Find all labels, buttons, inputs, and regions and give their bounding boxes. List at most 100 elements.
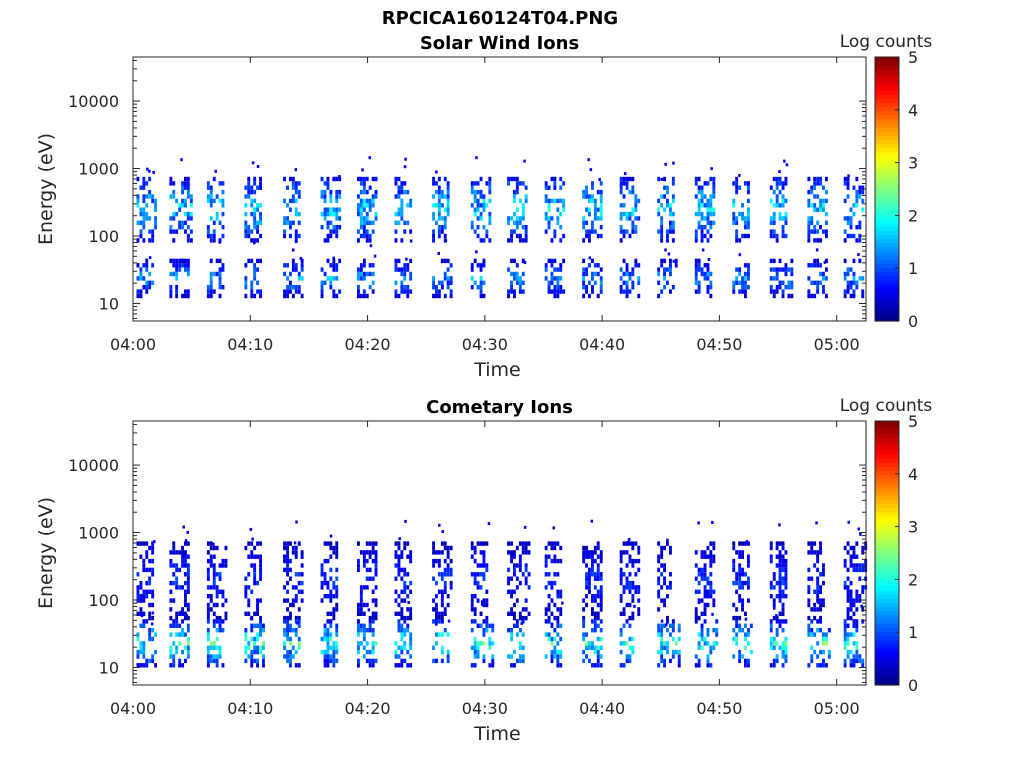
heatmap-cell xyxy=(857,253,860,257)
heatmap-cell xyxy=(744,181,747,186)
heatmap-cell xyxy=(628,216,632,221)
heatmap-cell xyxy=(440,594,444,599)
heatmap-cell xyxy=(403,276,407,281)
heatmap-cell xyxy=(443,580,447,586)
heatmap-cell xyxy=(186,645,190,650)
heatmap-cell xyxy=(775,632,779,637)
heatmap-cell xyxy=(671,628,675,633)
heatmap-cell xyxy=(660,263,664,268)
heatmap-cell xyxy=(247,225,251,230)
heatmap-cell xyxy=(253,267,257,272)
colorbar-step xyxy=(875,586,899,591)
heatmap-cell xyxy=(446,550,450,555)
heatmap-cell xyxy=(172,580,176,586)
heatmap-cell xyxy=(406,267,410,272)
heatmap-cell xyxy=(335,576,339,581)
heatmap-cell xyxy=(559,654,563,659)
heatmap-cell xyxy=(145,663,149,668)
heatmap-cell xyxy=(479,176,483,182)
heatmap-cell xyxy=(667,252,671,256)
heatmap-cell xyxy=(781,289,785,294)
heatmap-cell xyxy=(855,654,859,659)
heatmap-cell xyxy=(283,554,286,559)
heatmap-cell xyxy=(253,271,257,277)
heatmap-cell xyxy=(437,632,441,637)
heatmap-cell xyxy=(294,554,298,559)
heatmap-cell xyxy=(816,181,820,186)
heatmap-cell xyxy=(215,572,219,577)
heatmap-cell xyxy=(151,229,155,234)
heatmap-cell xyxy=(709,554,713,559)
colorbar-step xyxy=(875,639,899,645)
heatmap-cell xyxy=(184,615,187,621)
heatmap-cell xyxy=(476,654,480,659)
heatmap-cell xyxy=(432,658,435,664)
heatmap-cell xyxy=(432,280,435,285)
heatmap-cell xyxy=(585,550,588,555)
heatmap-cell xyxy=(518,558,522,564)
heatmap-cell xyxy=(822,663,825,668)
heatmap-cell xyxy=(437,251,440,255)
heatmap-cell xyxy=(807,576,811,581)
heatmap-cell xyxy=(253,641,257,646)
heatmap-cell xyxy=(253,220,257,225)
heatmap-cell xyxy=(703,594,707,599)
heatmap-cell xyxy=(357,541,360,546)
heatmap-cell xyxy=(175,198,179,204)
heatmap-cell xyxy=(732,203,736,208)
heatmap-cell xyxy=(556,654,560,659)
heatmap-cell xyxy=(184,645,187,650)
heatmap-cell xyxy=(524,607,528,612)
heatmap-cell xyxy=(362,258,366,264)
heatmap-cell xyxy=(619,594,623,599)
heatmap-cell xyxy=(440,611,444,616)
heatmap-cell xyxy=(694,550,698,555)
heatmap-cell xyxy=(329,611,333,616)
heatmap-cell xyxy=(184,293,187,299)
heatmap-cell xyxy=(368,198,372,204)
heatmap-cell xyxy=(145,550,149,555)
heatmap-cell xyxy=(657,207,661,212)
heatmap-cell xyxy=(482,598,486,603)
heatmap-cell xyxy=(359,271,363,277)
colorbar-step xyxy=(875,557,899,562)
heatmap-cell xyxy=(449,558,453,564)
heatmap-cell xyxy=(585,572,588,577)
heatmap-cell xyxy=(259,567,262,573)
heatmap-cell xyxy=(184,198,187,204)
heatmap-cell xyxy=(706,267,710,272)
heatmap-cell xyxy=(206,607,210,612)
heatmap-cell xyxy=(769,585,773,590)
heatmap-cell xyxy=(449,293,453,299)
heatmap-cell xyxy=(206,293,210,299)
heatmap-cell xyxy=(209,285,213,290)
heatmap-cell xyxy=(559,185,563,190)
colorbar-step xyxy=(875,85,899,91)
heatmap-cell xyxy=(479,280,483,285)
heatmap-cell xyxy=(582,271,586,277)
heatmap-cell xyxy=(409,663,413,668)
heatmap-cell xyxy=(550,598,554,603)
heatmap-cell xyxy=(146,167,149,171)
heatmap-cell xyxy=(747,211,750,217)
heatmap-cell xyxy=(359,233,363,239)
heatmap-cell xyxy=(671,619,675,624)
heatmap-cell xyxy=(694,663,698,668)
heatmap-cell xyxy=(359,267,363,272)
heatmap-cell xyxy=(253,276,257,281)
heatmap-cell xyxy=(660,654,664,659)
heatmap-cell xyxy=(666,189,669,195)
heatmap-cell xyxy=(852,619,856,624)
heatmap-cell xyxy=(732,198,736,204)
colorbar-step xyxy=(875,581,899,587)
heatmap-cell xyxy=(151,602,155,608)
heatmap-cell xyxy=(256,225,259,230)
heatmap-cell xyxy=(524,198,528,204)
heatmap-cell xyxy=(294,572,298,577)
heatmap-cell xyxy=(286,289,289,294)
heatmap-cell xyxy=(846,289,850,294)
heatmap-cell xyxy=(172,619,176,624)
heatmap-cell xyxy=(247,181,251,186)
heatmap-cell xyxy=(154,220,157,225)
heatmap-cell xyxy=(145,267,149,272)
